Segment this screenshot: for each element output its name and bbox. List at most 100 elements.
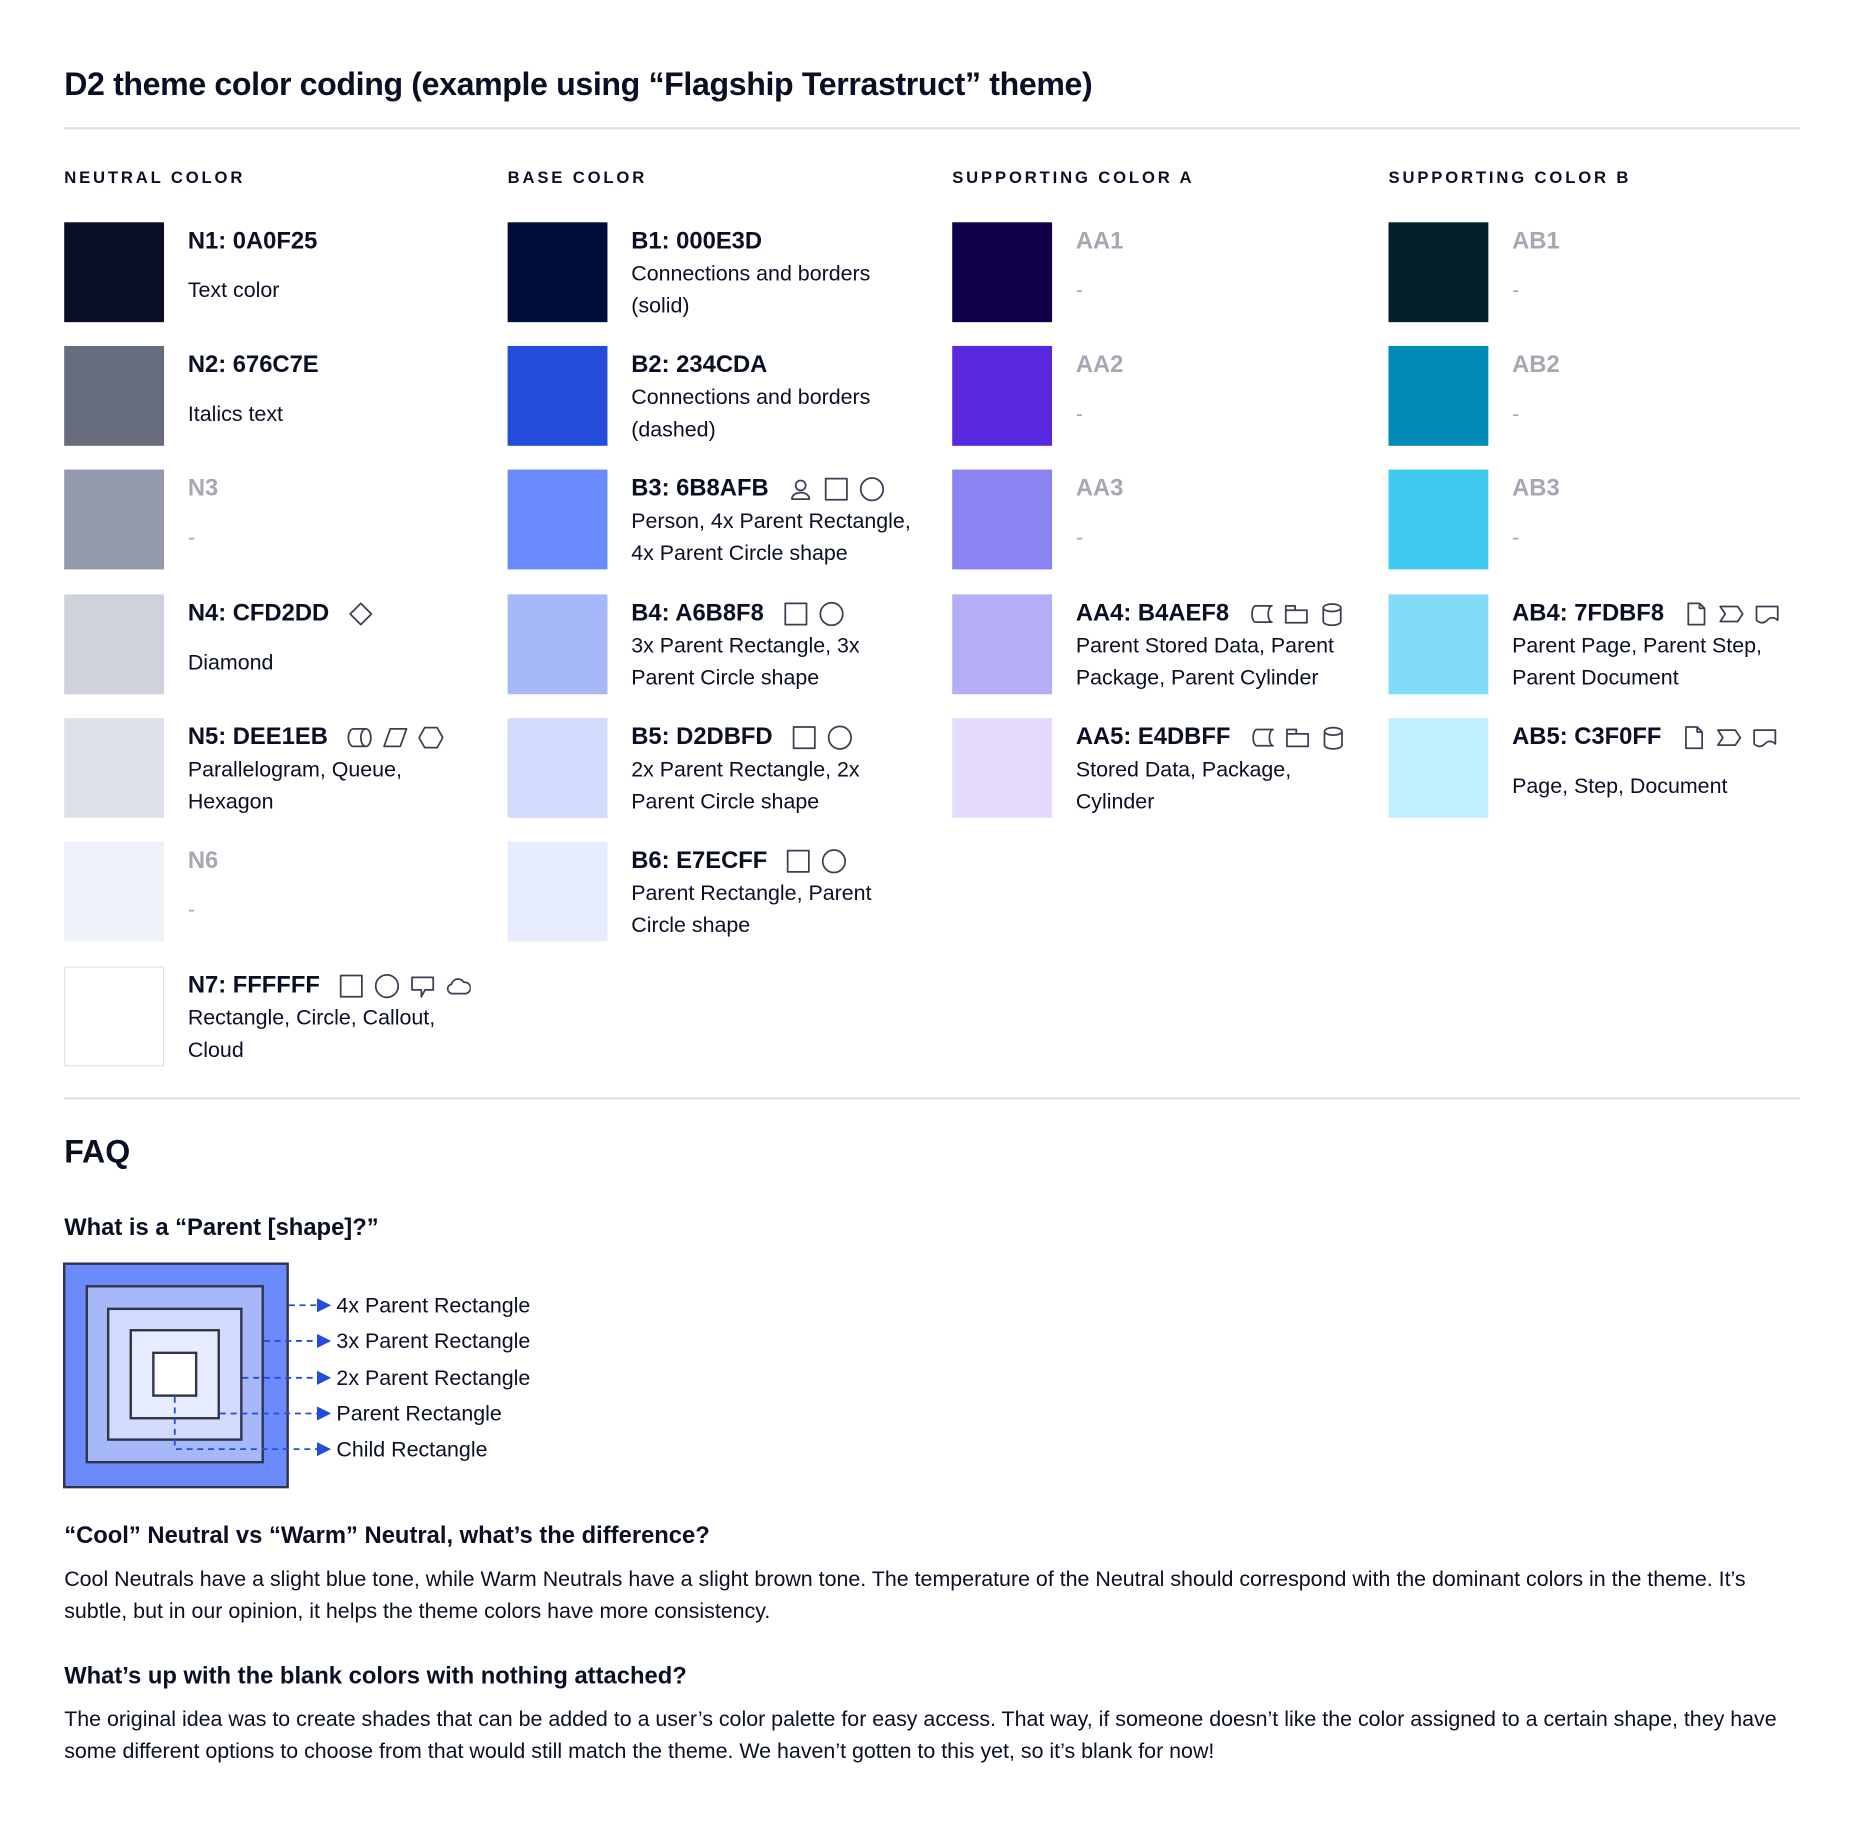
color-usage: - — [1075, 401, 1083, 426]
color-code: B3: 6B8AFB — [631, 474, 769, 502]
color-code: N7: FFFFFF — [187, 971, 320, 998]
color-usage: Parent Rectangle, Parent Circle shape — [631, 880, 872, 937]
column-header: BASE COLOR — [507, 167, 648, 187]
shape-icons — [786, 848, 847, 873]
color-code: B4: A6B8F8 — [631, 599, 764, 626]
diagram-label: 3x Parent Rectangle — [336, 1329, 531, 1353]
color-code: AB2 — [1512, 351, 1560, 378]
color-item: AB5: C3F0FF Page, Step, Document — [1388, 718, 1816, 818]
color-code: AA4: B4AEF8 — [1075, 599, 1230, 626]
faq-answer-blank: The original idea was to create shades t… — [64, 1707, 1777, 1763]
cloud-icon — [446, 977, 471, 994]
color-swatch — [952, 469, 1053, 570]
color-usage: Parallelogram, Queue, Hexagon — [187, 757, 402, 814]
shape-icons — [339, 973, 471, 998]
color-item: N2: 676C7E Italics text — [64, 345, 492, 446]
step-icon — [1716, 728, 1741, 746]
color-item: N4: CFD2DD Diamond — [64, 594, 492, 695]
color-item: AA2 - — [952, 345, 1380, 446]
color-code: N6 — [187, 847, 219, 874]
step-icon — [1719, 605, 1744, 622]
shape-icons — [792, 724, 853, 750]
rectangle-icon — [783, 601, 807, 625]
color-label: N6 — [188, 845, 218, 876]
page-title: D2 theme color coding (example using “Fl… — [64, 66, 1093, 103]
color-swatch — [507, 345, 608, 446]
color-swatch — [507, 222, 608, 323]
faq-heading: FAQ — [64, 1134, 131, 1170]
color-item: B3: 6B8AFB Person, 4x Parent Rectangle, … — [507, 469, 936, 570]
color-usage: - — [1075, 278, 1083, 302]
shape-icons — [347, 725, 444, 750]
color-label: N3 — [188, 473, 218, 504]
color-code: AA2 — [1075, 351, 1124, 378]
column-header: NEUTRAL COLOR — [64, 167, 246, 187]
faq-answer-neutral: Cool Neutrals have a slight blue tone, w… — [64, 1566, 1746, 1623]
color-label: AB5: C3F0FF — [1512, 722, 1777, 753]
color-label: AA2 — [1076, 350, 1124, 381]
shape-icons — [1249, 725, 1345, 750]
color-label: AA5: E4DBFF — [1076, 722, 1346, 753]
color-usage: Rectangle, Circle, Callout, Cloud — [187, 1005, 436, 1062]
color-swatch — [1388, 222, 1489, 323]
color-code: B1: 000E3D — [631, 227, 763, 254]
color-swatch — [64, 841, 165, 942]
color-usage: Text color — [187, 278, 280, 302]
package-icon — [1286, 728, 1310, 747]
color-item: N6 - — [64, 841, 492, 942]
color-code: N3 — [187, 474, 219, 502]
color-code: N5: DEE1EB — [187, 723, 328, 750]
shape-icons — [1683, 601, 1779, 626]
diamond-icon — [349, 601, 373, 625]
color-code: AB1 — [1512, 227, 1560, 254]
color-code: AB4: 7FDBF8 — [1512, 599, 1665, 626]
color-swatch — [952, 718, 1053, 818]
color-swatch — [1388, 345, 1489, 446]
color-code: N1: 0A0F25 — [187, 227, 318, 254]
color-item: B4: A6B8F8 3x Parent Rectangle, 3x Paren… — [507, 594, 936, 695]
color-item: B1: 000E3D Connections and borders (soli… — [507, 222, 936, 323]
circle-icon — [818, 601, 844, 626]
divider — [64, 1097, 1800, 1100]
color-label: N7: FFFFFF — [188, 970, 471, 1001]
color-label: AA3 — [1076, 473, 1124, 504]
color-item: AB4: 7FDBF8 Parent Page, Parent Step, Pa… — [1388, 594, 1816, 695]
color-code: B6: E7ECFF — [631, 847, 768, 874]
color-swatch — [507, 841, 608, 942]
color-label: B5: D2DBFD — [631, 722, 852, 753]
color-item: AB2 - — [1388, 345, 1816, 446]
color-swatch — [1388, 718, 1489, 818]
stored-data-icon — [1251, 604, 1273, 623]
color-item: AA1 - — [952, 222, 1380, 323]
color-usage: 2x Parent Rectangle, 2x Parent Circle sh… — [631, 757, 860, 814]
color-item: AA4: B4AEF8 Parent Stored Data, Parent P… — [952, 594, 1380, 695]
circle-icon — [374, 973, 400, 998]
shape-icons — [1248, 601, 1344, 626]
color-item: N3 - — [64, 469, 492, 570]
hexagon-icon — [418, 726, 444, 748]
color-swatch — [64, 345, 165, 446]
queue-icon — [347, 727, 372, 747]
shape-icons — [348, 601, 373, 626]
faq-question-neutral: “Cool” Neutral vs “Warm” Neutral, what’s… — [64, 1522, 710, 1549]
color-label: B4: A6B8F8 — [631, 598, 844, 629]
shape-icons — [783, 601, 844, 626]
color-item: AB3 - — [1388, 469, 1816, 570]
callout-icon — [411, 975, 435, 997]
color-item: N1: 0A0F25 Text color — [64, 222, 492, 323]
color-swatch — [952, 222, 1053, 323]
color-swatch — [952, 345, 1053, 446]
color-item: AA3 - — [952, 469, 1380, 570]
rect-child — [152, 1351, 198, 1397]
pointer-line — [173, 1396, 332, 1457]
circle-icon — [827, 724, 852, 750]
color-label: N1: 0A0F25 — [188, 226, 318, 257]
color-item: B5: D2DBFD 2x Parent Rectangle, 2x Paren… — [507, 718, 936, 818]
color-swatch — [64, 222, 165, 323]
color-code: AA5: E4DBFF — [1075, 723, 1231, 750]
color-code: AB3 — [1512, 474, 1560, 502]
page-icon — [1687, 601, 1706, 625]
color-usage: Stored Data, Package, Cylinder — [1075, 757, 1292, 814]
